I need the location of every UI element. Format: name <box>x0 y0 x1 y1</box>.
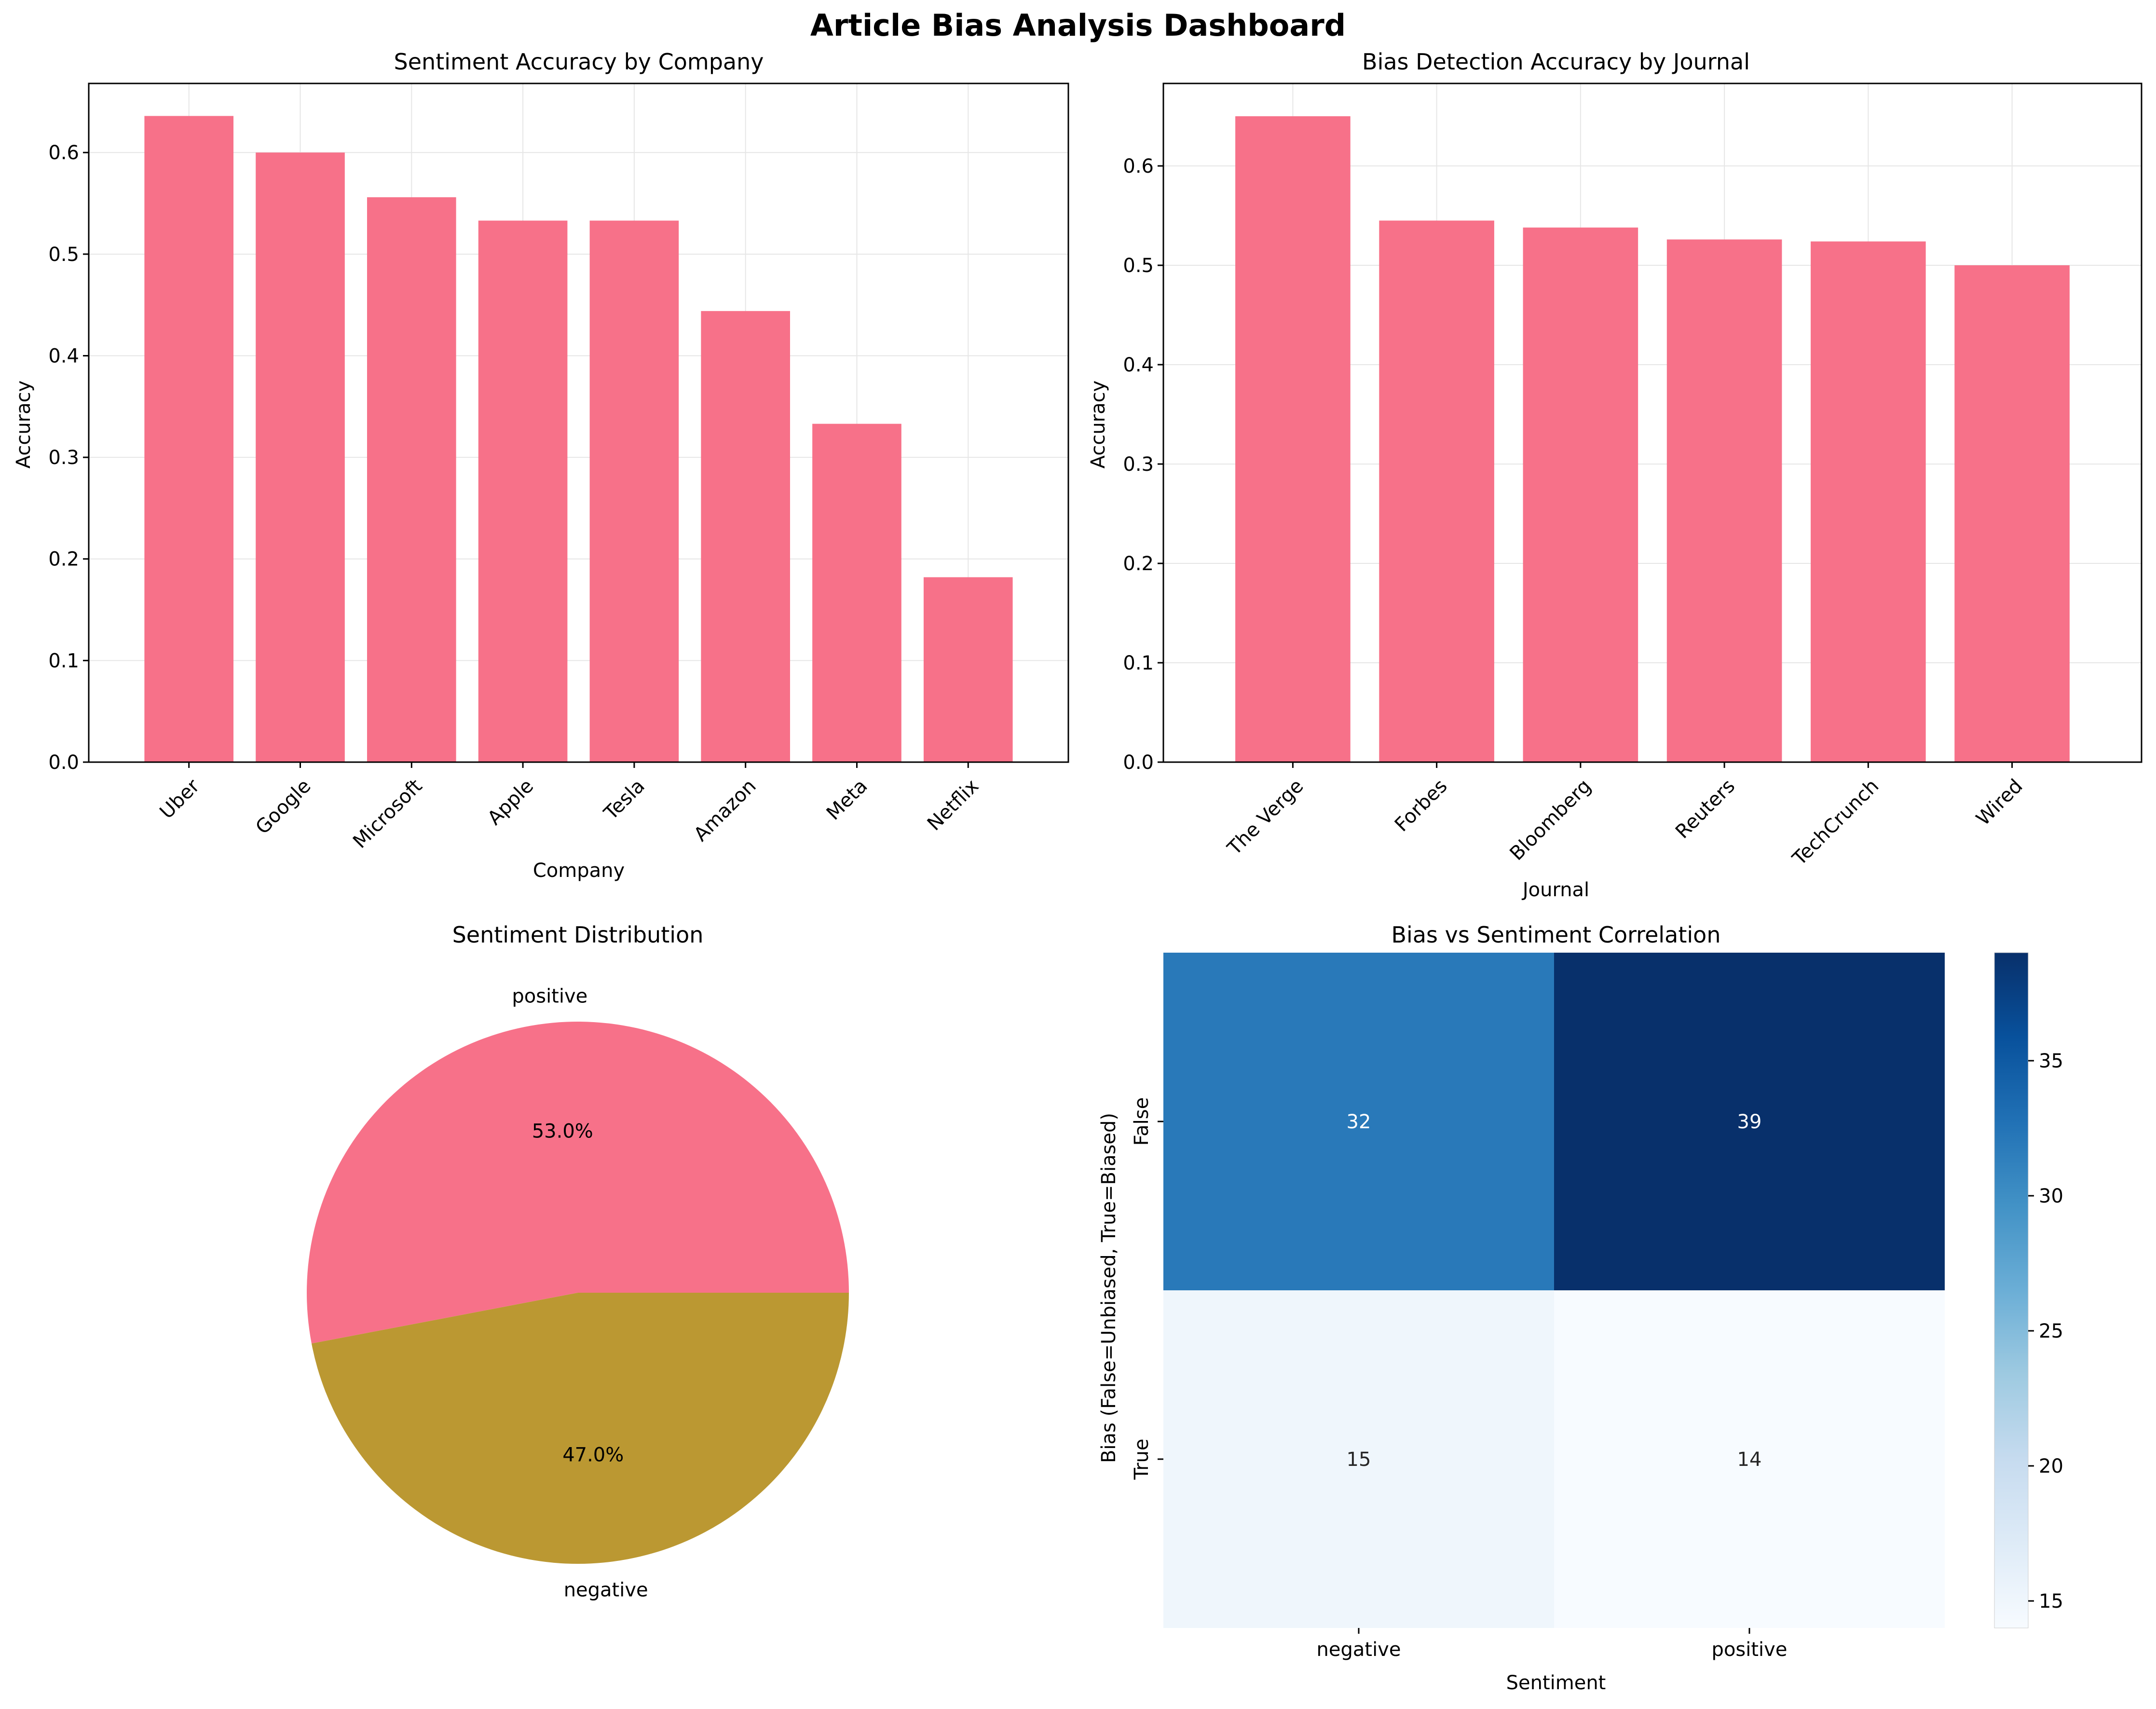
journal-xtick-label: Bloomberg <box>1506 775 1596 865</box>
colorbar-tick-label: 35 <box>2039 1050 2063 1072</box>
company-chart-xlabel: Company <box>533 860 625 882</box>
journal-bar <box>1811 241 1926 762</box>
pie-label: positive <box>512 985 587 1008</box>
company-ytick-label: 0.6 <box>48 142 79 164</box>
sentiment-pie-chart: Sentiment Distribution positive 53.0% nega… <box>307 922 849 1601</box>
journal-bar <box>1523 227 1638 763</box>
company-bar <box>923 577 1013 762</box>
heatmap-ytick-label: True <box>1131 1439 1153 1480</box>
journal-chart-ylabel: Accuracy <box>1087 381 1109 469</box>
company-bar <box>701 311 791 762</box>
company-bar <box>367 197 456 763</box>
company-xtick-label: Apple <box>483 775 538 830</box>
pie-chart-title: Sentiment Distribution <box>452 922 704 948</box>
dashboard-title: Article Bias Analysis Dashboard <box>810 8 1346 43</box>
journal-ytick-label: 0.2 <box>1123 553 1154 575</box>
company-bar <box>589 220 679 762</box>
company-bar <box>256 152 345 762</box>
pie-slice-negative <box>311 1293 849 1564</box>
company-xtick-label: Uber <box>156 775 205 823</box>
journal-xtick-label: Forbes <box>1391 775 1452 836</box>
journal-bar <box>1235 116 1351 763</box>
pie-percent-label: 53.0% <box>532 1120 593 1142</box>
heatmap-cell-value: 15 <box>1347 1449 1371 1471</box>
journal-chart-xlabel: Journal <box>1521 879 1589 901</box>
company-ytick-label: 0.5 <box>48 244 79 266</box>
journal-ytick-label: 0.1 <box>1123 652 1154 674</box>
bias-sentiment-heatmap: Bias vs Sentiment Correlation Sentiment … <box>1098 922 2063 1694</box>
company-xtick-label: Microsoft <box>349 775 426 853</box>
heatmap-cell-value: 32 <box>1347 1111 1371 1133</box>
company-chart-title: Sentiment Accuracy by Company <box>394 49 764 75</box>
colorbar-frame <box>1994 952 2029 1628</box>
company-ytick-label: 0.4 <box>48 345 79 367</box>
journal-bar <box>1666 239 1782 763</box>
journal-xtick-label: Reuters <box>1671 775 1739 843</box>
company-ytick-label: 0.0 <box>48 752 79 774</box>
colorbar-tick-label: 20 <box>2039 1455 2063 1477</box>
company-accuracy-chart: Sentiment Accuracy by Company Company Ac… <box>13 49 1069 882</box>
heatmap-ylabel: Bias (False=Unbiased, True=Biased) <box>1098 1113 1120 1463</box>
journal-xtick-label: The Verge <box>1223 775 1308 860</box>
journal-bar <box>1379 220 1494 762</box>
heatmap-cell <box>1163 1290 1554 1628</box>
journal-ytick-label: 0.4 <box>1123 354 1154 376</box>
pie-percent-label: 47.0% <box>562 1444 624 1466</box>
company-xtick-label: Netflix <box>923 775 983 835</box>
journal-ytick-label: 0.0 <box>1123 752 1154 774</box>
heatmap-cell-value: 14 <box>1737 1449 1762 1471</box>
company-ytick-label: 0.2 <box>48 548 79 571</box>
company-chart-ylabel: Accuracy <box>13 381 35 469</box>
company-bar <box>144 116 234 762</box>
heatmap-xtick-label: positive <box>1712 1639 1788 1661</box>
journal-chart-title: Bias Detection Accuracy by Journal <box>1362 49 1750 75</box>
company-axes-frame <box>88 82 1069 763</box>
heatmap-title: Bias vs Sentiment Correlation <box>1392 922 1721 948</box>
journal-xtick-label: TechCrunch <box>1788 775 1883 870</box>
heatmap-ytick-label: False <box>1131 1097 1153 1146</box>
company-xtick-label: Google <box>251 775 315 839</box>
journal-accuracy-chart: Bias Detection Accuracy by Journal Journ… <box>1087 49 2142 901</box>
journal-axes-frame <box>1162 82 2142 763</box>
heatmap-cell <box>1554 953 1945 1290</box>
heatmap-xlabel: Sentiment <box>1506 1672 1606 1694</box>
company-xtick-label: Tesla <box>600 775 649 825</box>
company-bar <box>478 220 568 762</box>
journal-bar <box>1954 265 2070 762</box>
journal-ytick-label: 0.6 <box>1123 155 1154 178</box>
heatmap-cell-value: 39 <box>1737 1111 1762 1133</box>
heatmap-cell <box>1554 1290 1945 1628</box>
pie-label: negative <box>564 1579 648 1601</box>
company-xtick-label: Meta <box>822 775 872 825</box>
journal-ytick-label: 0.5 <box>1123 255 1154 277</box>
journal-xtick-label: Wired <box>1972 775 2027 830</box>
journal-ytick-label: 0.3 <box>1123 453 1154 476</box>
colorbar-tick-label: 30 <box>2039 1185 2063 1207</box>
colorbar-tick-label: 15 <box>2039 1590 2063 1613</box>
company-ytick-label: 0.3 <box>48 447 79 469</box>
heatmap-xtick-label: negative <box>1317 1639 1401 1661</box>
heatmap-cell <box>1163 953 1554 1290</box>
company-xtick-label: Amazon <box>690 775 761 846</box>
pie-slice-positive <box>307 1022 849 1344</box>
colorbar <box>1994 953 2028 1628</box>
company-ytick-label: 0.1 <box>48 650 79 672</box>
company-bar <box>812 424 901 762</box>
colorbar-tick-label: 25 <box>2039 1320 2063 1342</box>
